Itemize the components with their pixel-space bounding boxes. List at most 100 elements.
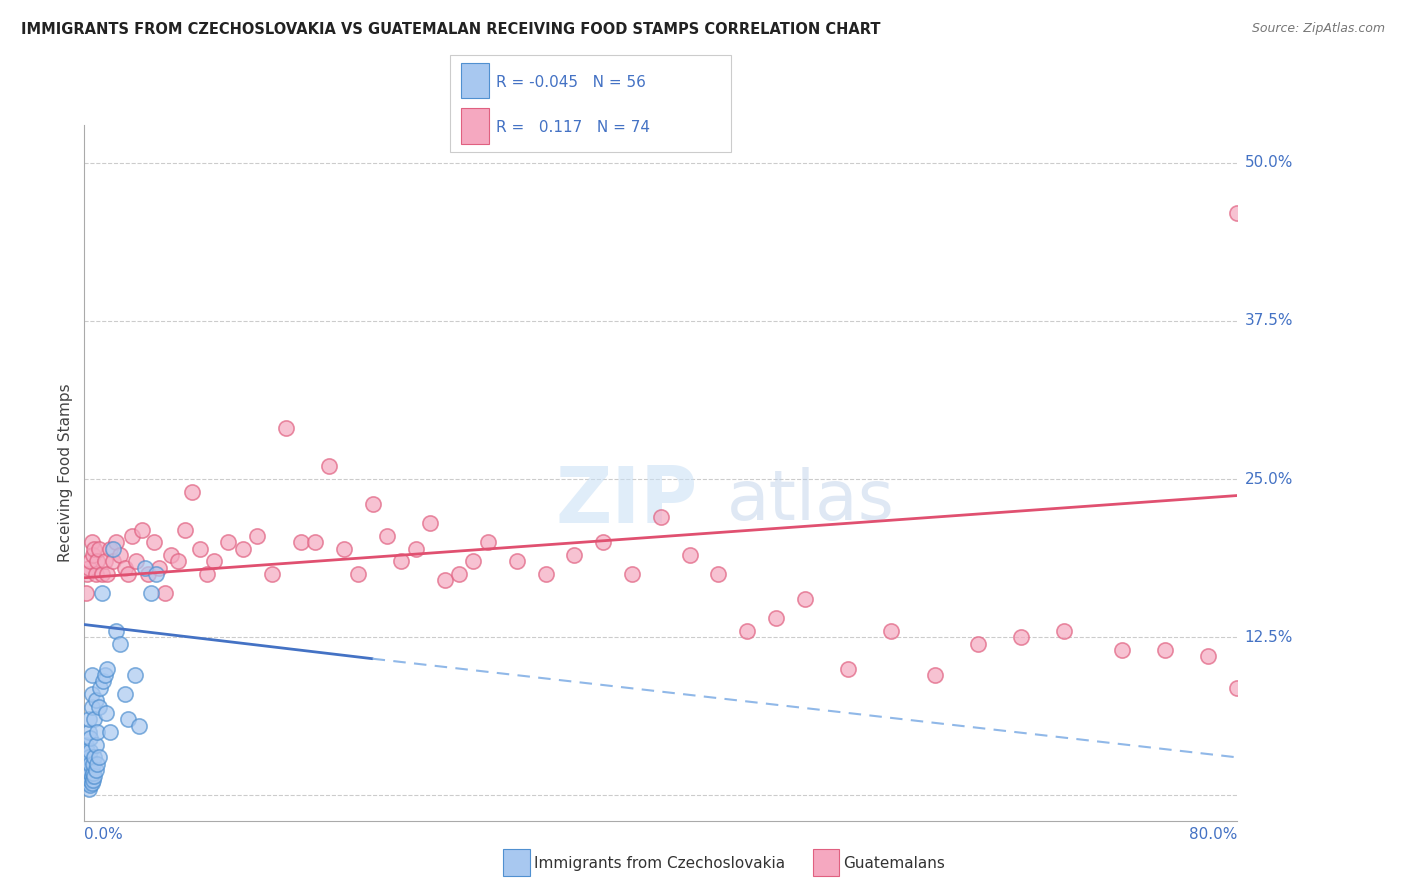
Point xyxy=(506,554,529,568)
Point xyxy=(136,566,159,581)
Text: R =   0.117   N = 74: R = 0.117 N = 74 xyxy=(496,120,651,135)
Point xyxy=(195,566,218,581)
Point xyxy=(87,541,110,556)
Point xyxy=(1154,643,1177,657)
Point xyxy=(77,725,100,739)
Point xyxy=(1053,624,1076,638)
Point xyxy=(117,566,139,581)
Point xyxy=(77,782,100,797)
Point xyxy=(86,725,108,739)
Point xyxy=(80,687,103,701)
Point xyxy=(793,592,815,607)
Point xyxy=(114,687,136,701)
Point xyxy=(110,636,132,650)
Point xyxy=(318,459,340,474)
Point xyxy=(79,756,101,771)
Point xyxy=(79,554,101,568)
Point xyxy=(274,421,298,435)
Point xyxy=(86,554,108,568)
Text: Guatemalans: Guatemalans xyxy=(844,856,945,871)
Point xyxy=(77,560,100,574)
Y-axis label: Receiving Food Stamps: Receiving Food Stamps xyxy=(58,384,73,562)
Point xyxy=(80,668,103,682)
Text: atlas: atlas xyxy=(727,467,894,534)
Point xyxy=(124,668,146,682)
Point xyxy=(117,713,139,727)
Point xyxy=(82,548,104,562)
Point xyxy=(76,756,98,771)
Point xyxy=(447,566,470,581)
Point xyxy=(96,662,118,676)
Point xyxy=(181,484,204,499)
Point xyxy=(1111,643,1133,657)
Point xyxy=(98,541,121,556)
Point xyxy=(405,541,427,556)
Point xyxy=(160,548,183,562)
Text: Immigrants from Czechoslovakia: Immigrants from Czechoslovakia xyxy=(534,856,786,871)
Text: 0.0%: 0.0% xyxy=(84,827,124,842)
Point xyxy=(880,624,903,638)
Point xyxy=(128,719,150,733)
Point xyxy=(79,731,101,746)
Point xyxy=(96,566,118,581)
Point xyxy=(87,750,110,764)
Point xyxy=(75,738,97,752)
Point xyxy=(562,548,586,562)
Point xyxy=(83,713,105,727)
Point xyxy=(967,636,990,650)
Point xyxy=(93,668,115,682)
Point xyxy=(142,535,165,549)
Point xyxy=(765,611,787,625)
Point xyxy=(134,560,156,574)
Point xyxy=(592,535,614,549)
Point xyxy=(1226,206,1249,220)
Point xyxy=(77,769,100,783)
Text: 12.5%: 12.5% xyxy=(1244,630,1294,645)
Point xyxy=(650,510,672,524)
Point xyxy=(80,535,103,549)
Point xyxy=(75,586,97,600)
Point xyxy=(77,750,100,764)
Point xyxy=(80,699,103,714)
Point xyxy=(148,560,170,574)
Point xyxy=(678,548,700,562)
Text: R = -0.045   N = 56: R = -0.045 N = 56 xyxy=(496,75,647,90)
Point xyxy=(361,497,384,511)
Point xyxy=(93,554,115,568)
Point xyxy=(433,574,456,588)
Point xyxy=(188,541,211,556)
Point xyxy=(77,775,100,789)
Point xyxy=(103,541,124,556)
Point xyxy=(139,586,162,600)
Point xyxy=(80,775,103,789)
Point xyxy=(75,763,97,777)
Point xyxy=(91,674,114,689)
Point xyxy=(375,529,398,543)
Point xyxy=(121,529,143,543)
Point xyxy=(86,756,108,771)
Point xyxy=(174,523,197,537)
Point xyxy=(94,706,117,720)
Point xyxy=(79,773,101,788)
Point xyxy=(84,763,107,777)
Point xyxy=(84,566,107,581)
Point xyxy=(98,725,121,739)
Point xyxy=(76,763,98,777)
Point xyxy=(153,586,176,600)
Point xyxy=(246,529,269,543)
Point xyxy=(84,738,107,752)
Point xyxy=(90,566,112,581)
Point xyxy=(202,554,225,568)
Point xyxy=(737,624,759,638)
Point xyxy=(290,535,312,549)
Point xyxy=(82,765,104,780)
Point xyxy=(103,554,124,568)
Text: 25.0%: 25.0% xyxy=(1244,472,1294,486)
Point xyxy=(304,535,326,549)
Point xyxy=(87,699,110,714)
Point xyxy=(76,744,98,758)
Point xyxy=(167,554,190,568)
Point xyxy=(79,765,101,780)
Point xyxy=(837,662,859,676)
Text: ZIP: ZIP xyxy=(555,463,697,539)
